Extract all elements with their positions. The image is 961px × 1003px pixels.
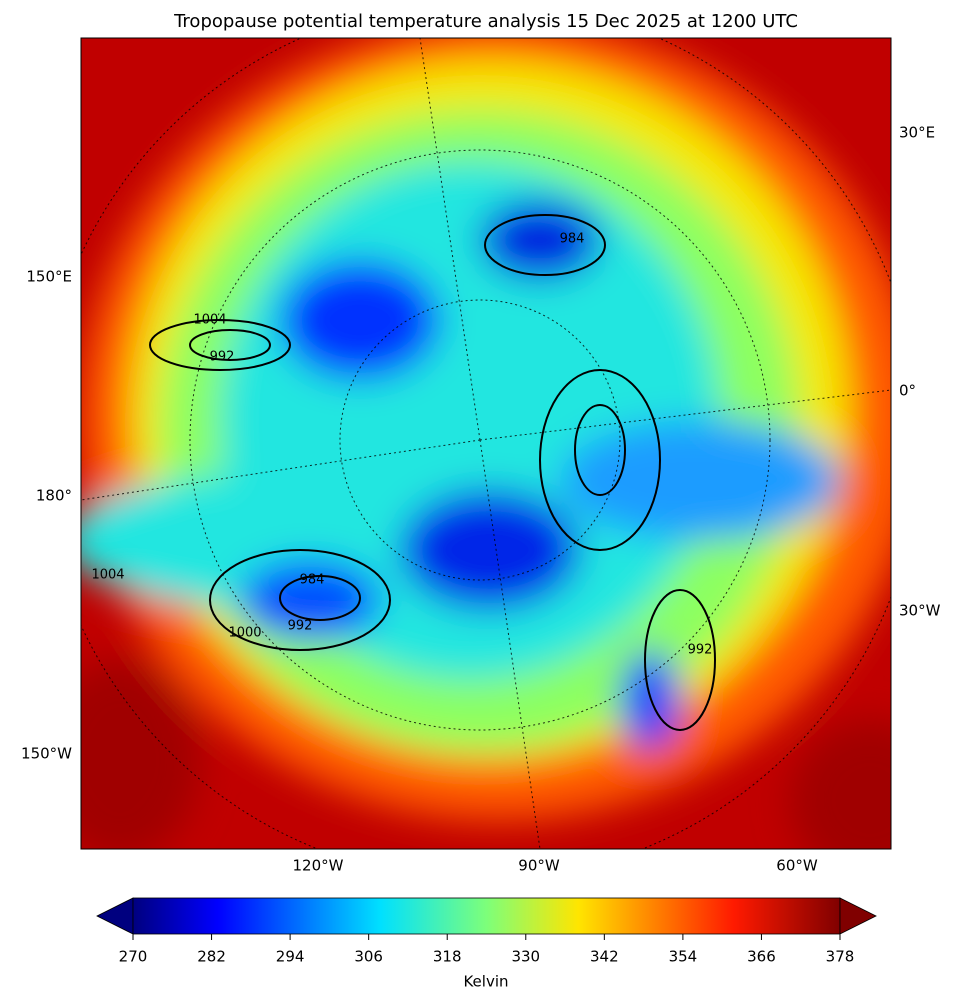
- lon-label: 150°W: [21, 745, 72, 763]
- lon-label: 90°W: [518, 857, 560, 875]
- colorbar-tick-label: 378: [826, 948, 855, 966]
- contour-label: 1004: [91, 568, 124, 583]
- lon-label: 30°W: [899, 602, 941, 620]
- lon-label: 0°: [899, 382, 916, 400]
- colorbar-label: Kelvin: [463, 973, 508, 991]
- colorbar-tick-label: 282: [197, 948, 226, 966]
- colorbar-tick-label: 318: [433, 948, 462, 966]
- title: Tropopause potential temperature analysi…: [173, 11, 798, 32]
- colorbar-tick-label: 306: [354, 948, 383, 966]
- colorbar-extend-high: [839, 897, 877, 935]
- map-frame: [80, 37, 892, 850]
- contour-label: 984: [300, 573, 325, 588]
- lon-label: 180°: [36, 487, 72, 505]
- colorbar-tick-label: 270: [119, 948, 148, 966]
- map-field: [81, 38, 891, 849]
- lon-label: 60°W: [776, 857, 818, 875]
- contour-label: 1000: [228, 626, 261, 641]
- lon-label: 30°E: [899, 124, 935, 142]
- colorbar-tick-label: 354: [669, 948, 698, 966]
- contour-label: 984: [560, 232, 585, 247]
- contour-label: 992: [688, 643, 713, 658]
- lon-label: 150°E: [26, 268, 72, 286]
- colorbar-tick-label: 342: [590, 948, 619, 966]
- contour-label: 992: [288, 619, 313, 634]
- lon-label: 120°W: [293, 857, 344, 875]
- colorbar-tick-label: 294: [276, 948, 305, 966]
- colorbar-tick-label: 366: [747, 948, 776, 966]
- contour-label: 1004: [193, 313, 226, 328]
- colorbar-tick-label: 330: [511, 948, 540, 966]
- colorbar: [132, 897, 841, 935]
- colorbar-extend-low: [96, 897, 134, 935]
- contour-label: 992: [210, 350, 235, 365]
